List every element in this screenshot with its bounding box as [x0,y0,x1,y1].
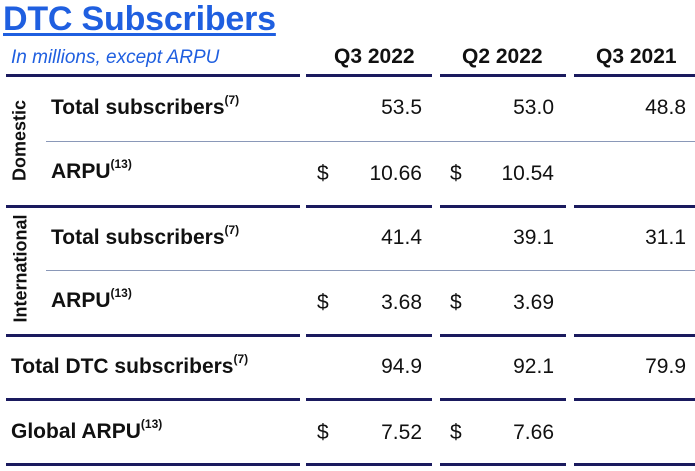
section-rule [306,205,432,208]
header-rule-label [6,74,300,77]
currency-symbol: $ [317,421,329,444]
section-rule [440,398,566,401]
section-rule [306,334,432,337]
cell-international-arpu-q3-2022: 3.68 [381,291,422,314]
cell-total-dtc-q2-2022: 92.1 [513,355,554,378]
section-rule [6,334,300,337]
header-rule-col1 [306,74,432,77]
section-rule [306,398,432,401]
cell-domestic-arpu-q3-2022: 10.66 [369,162,422,185]
row-label-international-subscribers: Total subscribers(7) [51,223,240,249]
cell-domestic-subs-q3-2021: 48.8 [645,96,686,119]
currency-symbol: $ [317,291,329,314]
cell-international-subs-q3-2022: 41.4 [381,226,422,249]
currency-symbol: $ [450,421,462,444]
cell-total-dtc-q3-2022: 94.9 [381,355,422,378]
section-label-domestic: Domestic [9,99,30,182]
cell-total-dtc-q3-2021: 79.9 [645,355,686,378]
column-header-q2-2022: Q2 2022 [462,45,543,68]
header-rule-col3 [574,74,695,77]
cell-global-arpu-q2-2022: 7.66 [513,421,554,444]
row-label-total-dtc-subscribers: Total DTC subscribers(7) [11,352,249,378]
row-label-domestic-arpu: ARPU(13) [51,157,132,183]
row-divider [46,270,695,271]
row-label-domestic-subscribers: Total subscribers(7) [51,93,240,119]
cell-international-arpu-q2-2022: 3.69 [513,291,554,314]
cell-domestic-subs-q2-2022: 53.0 [513,96,554,119]
currency-symbol: $ [450,162,462,185]
cell-international-subs-q3-2021: 31.1 [645,226,686,249]
cell-domestic-arpu-q2-2022: 10.54 [501,162,554,185]
bottom-rule [6,463,300,466]
currency-symbol: $ [450,291,462,314]
bottom-rule [306,463,432,466]
bottom-rule [440,463,566,466]
header-rule-col2 [440,74,566,77]
row-label-global-arpu: Global ARPU(13) [11,417,163,443]
section-rule [574,334,695,337]
column-header-q3-2022: Q3 2022 [334,45,415,68]
section-rule [574,398,695,401]
row-divider [46,141,695,142]
row-label-international-arpu: ARPU(13) [51,286,132,312]
page-title: DTC Subscribers [3,0,276,38]
section-rule [574,205,695,208]
section-rule [440,334,566,337]
currency-symbol: $ [317,162,329,185]
column-header-q3-2021: Q3 2021 [596,45,677,68]
cell-global-arpu-q3-2022: 7.52 [381,421,422,444]
cell-international-subs-q2-2022: 39.1 [513,226,554,249]
section-rule [6,398,300,401]
bottom-rule [574,463,695,466]
units-note: In millions, except ARPU [11,47,220,68]
section-rule [6,205,300,208]
section-rule [440,205,566,208]
section-label-international: International [10,214,31,323]
cell-domestic-subs-q3-2022: 53.5 [381,96,422,119]
